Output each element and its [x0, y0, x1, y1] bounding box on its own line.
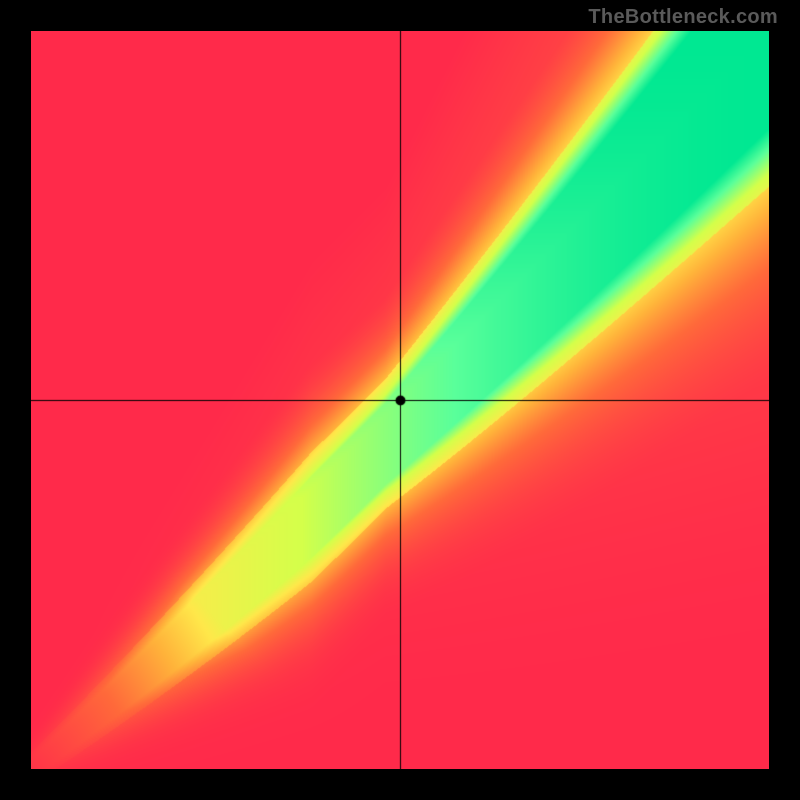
watermark-text: TheBottleneck.com — [588, 6, 778, 29]
heatmap-canvas — [31, 31, 769, 769]
bottleneck-heatmap — [31, 31, 769, 769]
